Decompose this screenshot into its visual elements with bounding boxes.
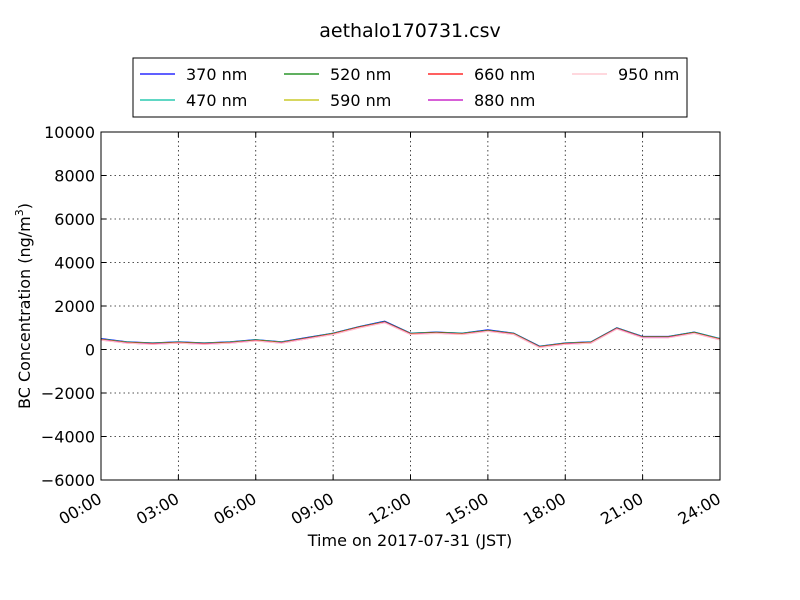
x-tick-label: 21:00 xyxy=(597,489,646,529)
y-axis-label-main: BC Concentration (ng/m xyxy=(15,216,34,409)
x-tick-label: 15:00 xyxy=(442,489,491,529)
x-tick-label: 18:00 xyxy=(520,489,569,529)
legend-label: 520 nm xyxy=(330,65,391,84)
x-tick-label: 12:00 xyxy=(365,489,414,529)
legend-label: 370 nm xyxy=(186,65,247,84)
x-tick-label: 00:00 xyxy=(56,489,105,529)
x-tick-label: 03:00 xyxy=(133,489,182,529)
legend-label: 470 nm xyxy=(186,91,247,110)
legend-label: 880 nm xyxy=(474,91,535,110)
x-axis-label: Time on 2017-07-31 (JST) xyxy=(307,531,512,550)
x-tick-label: 24:00 xyxy=(675,489,724,529)
y-axis-label-sup: 3 xyxy=(13,209,26,216)
y-tick-label: −2000 xyxy=(41,384,95,403)
y-tick-label: 6000 xyxy=(54,210,95,229)
y-tick-label: −4000 xyxy=(41,428,95,447)
y-axis-label: BC Concentration (ng/m3) xyxy=(13,203,34,409)
y-tick-label: 2000 xyxy=(54,297,95,316)
legend-label: 590 nm xyxy=(330,91,391,110)
y-tick-label: 8000 xyxy=(54,167,95,186)
plot-frame xyxy=(100,131,721,481)
y-tick-label: 4000 xyxy=(54,254,95,273)
y-tick-label: −6000 xyxy=(41,471,95,490)
series-line-950-nm xyxy=(101,322,720,349)
grid xyxy=(101,132,720,480)
y-tick-label: 0 xyxy=(85,341,95,360)
plot-lines xyxy=(101,320,720,349)
legend: 370 nm 470 nm 520 nm 590 nm 660 nm 880 nm 950 … xyxy=(132,57,688,118)
y-axis-label-end: ) xyxy=(15,203,34,209)
y-tick-label: 10000 xyxy=(44,123,95,142)
axis-ticks: −6000 −4000 −2000 0 2000 4000 6000 8000 10000 00:… xyxy=(41,123,724,529)
legend-label: 660 nm xyxy=(474,65,535,84)
x-tick-label: 06:00 xyxy=(210,489,259,529)
legend-label: 950 nm xyxy=(618,65,679,84)
chart-title: aethalo170731.csv xyxy=(319,20,501,42)
legend-frame xyxy=(132,57,688,118)
x-tick-label: 09:00 xyxy=(288,489,337,529)
